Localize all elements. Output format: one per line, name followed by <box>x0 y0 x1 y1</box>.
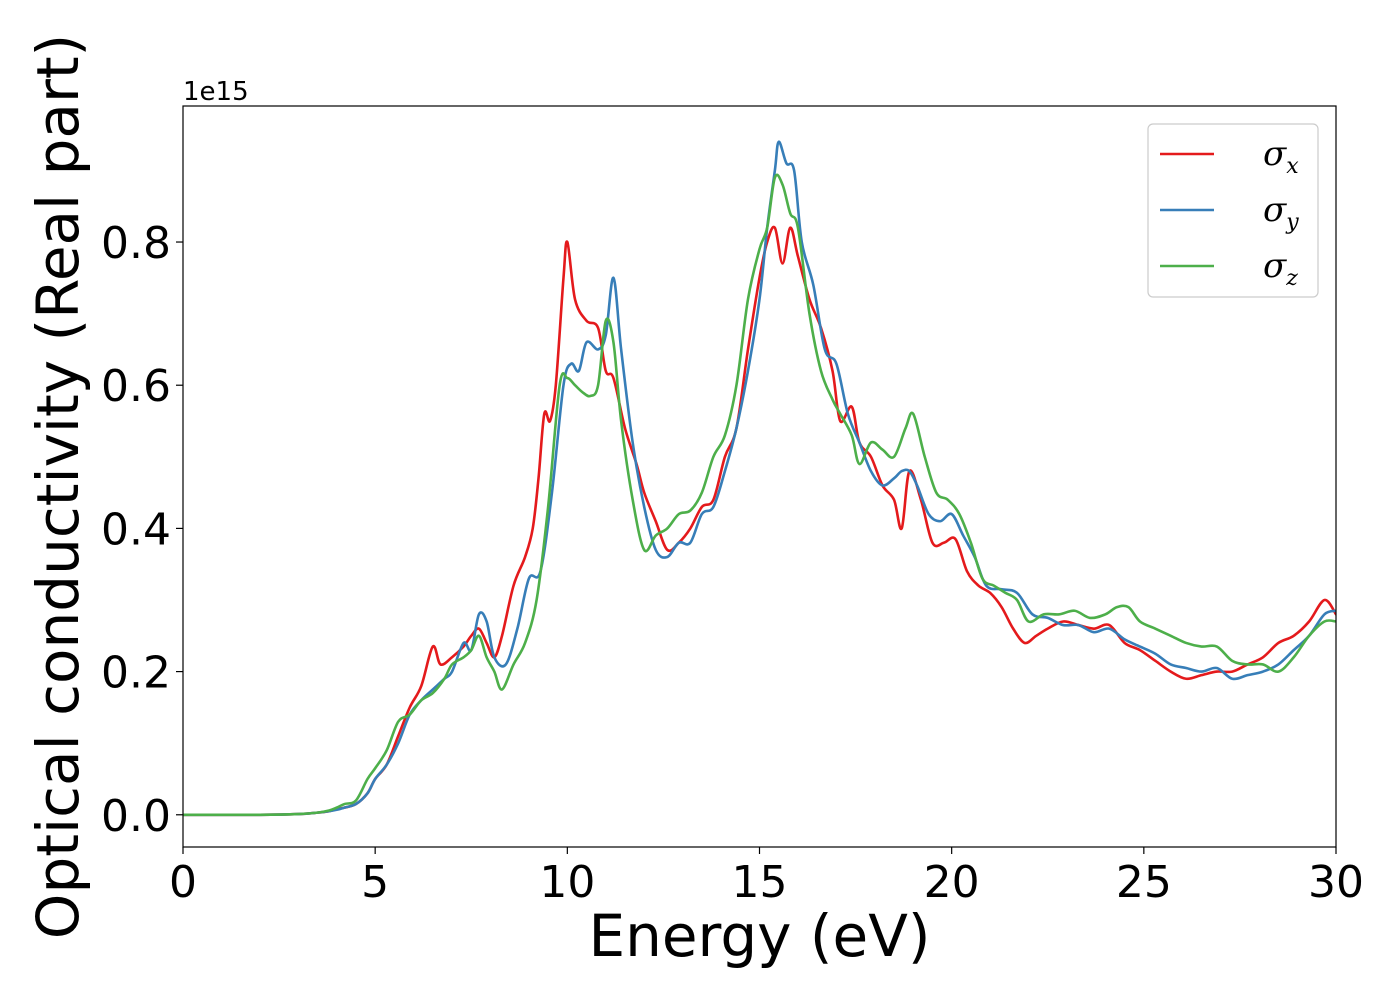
legend-label-y: σy <box>1263 190 1299 235</box>
legend-label-z: σz <box>1263 246 1298 291</box>
legend-box <box>1147 123 1319 298</box>
y-tick-label: 0.0 <box>101 791 171 842</box>
x-axis-ticks: 0 5 10 15 20 25 30 <box>169 847 1364 908</box>
x-tick-label: 20 <box>924 857 980 908</box>
y-tick-label: 0.8 <box>101 218 171 269</box>
x-tick-label: 25 <box>1116 857 1172 908</box>
y-tick-label: 0.4 <box>101 504 171 555</box>
series-line-z <box>183 173 1336 817</box>
x-tick-label: 5 <box>361 857 389 908</box>
x-tick-label: 30 <box>1308 857 1364 908</box>
legend-label-x: σx <box>1263 134 1299 179</box>
y-axis-ticks: 0.0 0.2 0.4 0.6 0.8 <box>101 218 183 842</box>
x-axis-title: Energy (eV) <box>588 902 930 970</box>
y-tick-label: 0.2 <box>101 648 171 699</box>
x-tick-label: 15 <box>732 857 788 908</box>
y-axis-offset-label: 1e15 <box>183 77 249 107</box>
y-tick-label: 0.6 <box>101 361 171 412</box>
series-line-y <box>183 140 1336 817</box>
series-line-x <box>183 225 1336 817</box>
legend: σx σy σz <box>1147 123 1319 298</box>
x-tick-label: 0 <box>169 857 197 908</box>
series-lines <box>183 140 1336 817</box>
x-tick-label: 10 <box>539 857 595 908</box>
y-axis-title: Optical conductivity (Real part) <box>24 34 92 939</box>
